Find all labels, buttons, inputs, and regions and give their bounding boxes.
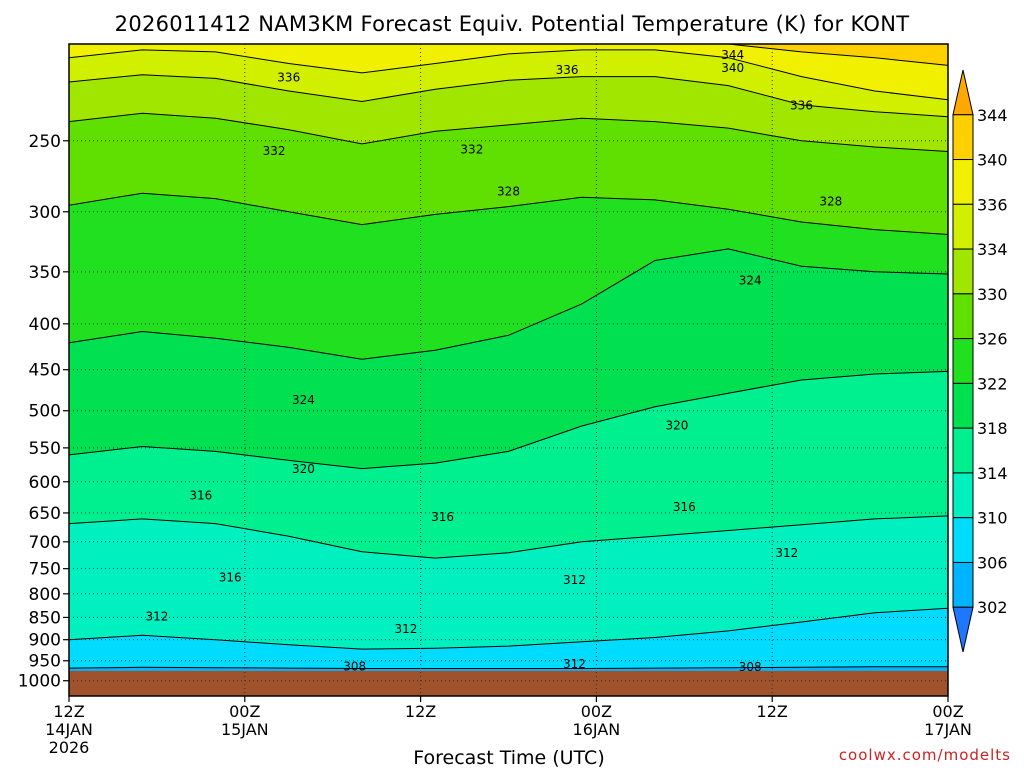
y-tick-label: 550 bbox=[29, 439, 61, 459]
x-tick-label: 00Z bbox=[932, 702, 963, 721]
y-tick-label: 1000 bbox=[18, 672, 61, 692]
x-tick-label: 00Z bbox=[229, 702, 260, 721]
contour-label: 316 bbox=[673, 500, 696, 514]
y-tick-label: 450 bbox=[29, 361, 61, 381]
colorbar-segment bbox=[952, 159, 974, 205]
contour-label: 308 bbox=[739, 660, 762, 674]
y-tick-label: 400 bbox=[29, 315, 61, 335]
chart-title: 2026011412 NAM3KM Forecast Equiv. Potent… bbox=[115, 12, 910, 36]
contour-label: 336 bbox=[556, 63, 579, 77]
contour-label: 312 bbox=[145, 610, 168, 624]
x-tick-label: 12Z bbox=[757, 702, 788, 721]
contour-label: 344 bbox=[721, 48, 744, 62]
x-tick-label: 17JAN bbox=[924, 720, 972, 739]
colorbar-segment bbox=[952, 338, 974, 384]
contour-label: 328 bbox=[819, 194, 842, 208]
contour-label: 312 bbox=[563, 573, 586, 587]
contour-label: 328 bbox=[497, 185, 520, 199]
x-tick-label: 14JAN bbox=[45, 720, 93, 739]
x-tick-label: 15JAN bbox=[221, 720, 269, 739]
colorbar-label: 330 bbox=[977, 285, 1008, 304]
y-axis-ticks: 250 300 350 400 450 500 550 600 650 700 750 800 850 9… bbox=[18, 132, 69, 692]
contour-line bbox=[68, 370, 949, 470]
colorbar-segment bbox=[952, 472, 974, 519]
colorbar-label: 326 bbox=[977, 330, 1008, 349]
colorbar-label: 340 bbox=[977, 151, 1008, 170]
contour-label: 340 bbox=[721, 61, 744, 75]
contour-label: 320 bbox=[292, 462, 315, 476]
contour-line bbox=[68, 666, 948, 669]
y-tick-label: 900 bbox=[29, 631, 61, 651]
colorbar-label: 310 bbox=[977, 509, 1008, 528]
colorbar-segment bbox=[952, 69, 974, 116]
colorbar-label: 302 bbox=[977, 598, 1008, 617]
contour-label: 316 bbox=[431, 510, 454, 524]
contour-label: 316 bbox=[189, 488, 212, 502]
contour-line bbox=[68, 515, 949, 559]
x-tick-label: 12Z bbox=[405, 702, 436, 721]
contour-label: 336 bbox=[277, 70, 300, 84]
y-tick-label: 600 bbox=[29, 473, 61, 493]
x-tick-label: 00Z bbox=[581, 702, 612, 721]
colorbar-segment bbox=[952, 606, 974, 653]
contour-label: 312 bbox=[775, 546, 798, 560]
y-tick-label: 500 bbox=[29, 402, 61, 422]
y-tick-label: 800 bbox=[29, 585, 61, 605]
x-tick-label: 12Z bbox=[53, 702, 84, 721]
contour-line bbox=[68, 248, 949, 360]
contour-label: 324 bbox=[292, 393, 315, 407]
contour-label: 336 bbox=[790, 99, 813, 113]
y-tick-label: 700 bbox=[29, 533, 61, 553]
contour-label: 312 bbox=[563, 657, 586, 671]
x-axis-label: Forecast Time (UTC) bbox=[413, 747, 604, 768]
y-tick-label: 750 bbox=[29, 560, 61, 580]
contour-label: 332 bbox=[460, 143, 483, 157]
colorbar-label: 314 bbox=[977, 464, 1008, 483]
colorbar-segment bbox=[952, 293, 974, 340]
colorbar-segment bbox=[952, 114, 974, 161]
colorbar-segment bbox=[952, 517, 974, 563]
y-tick-label: 250 bbox=[29, 132, 61, 152]
colorbar-segment bbox=[952, 427, 974, 474]
y-tick-label: 350 bbox=[29, 263, 61, 283]
contour-label: 308 bbox=[343, 659, 366, 673]
colorbar-label: 344 bbox=[977, 106, 1008, 125]
y-tick-label: 650 bbox=[29, 504, 61, 524]
band-fill bbox=[69, 44, 948, 100]
contour-line bbox=[68, 74, 949, 118]
colorbar-segment bbox=[952, 248, 974, 295]
band-fill bbox=[69, 44, 948, 66]
colorbar-label: 322 bbox=[977, 374, 1008, 393]
colorbar-label: 318 bbox=[977, 419, 1008, 438]
colorbar-label: 334 bbox=[977, 240, 1008, 259]
colorbar-segment bbox=[952, 203, 974, 250]
contour-line bbox=[68, 607, 949, 650]
contour-line bbox=[68, 192, 949, 235]
colorbar-label: 306 bbox=[977, 553, 1008, 572]
contour-line bbox=[68, 49, 949, 101]
colorbar-segment bbox=[952, 382, 974, 429]
x-tick-label: 2026 bbox=[49, 738, 90, 757]
contour-label: 324 bbox=[739, 274, 762, 288]
x-tick-label: 16JAN bbox=[573, 720, 621, 739]
contour-label: 316 bbox=[219, 570, 242, 584]
contour-label: 320 bbox=[666, 418, 689, 432]
colorbar: 302 306 310 314 318 322 326 330 334 336 340 344 bbox=[952, 69, 1008, 653]
contour-label: 332 bbox=[263, 144, 286, 158]
credit-text: coolwx.com/modelts bbox=[839, 746, 1011, 764]
colorbar-label: 336 bbox=[977, 195, 1008, 214]
y-tick-label: 850 bbox=[29, 608, 61, 628]
y-tick-label: 950 bbox=[29, 652, 61, 672]
ground-surface bbox=[69, 670, 948, 696]
y-tick-label: 300 bbox=[29, 203, 61, 223]
colorbar-segment bbox=[952, 561, 974, 608]
contour-label: 312 bbox=[394, 622, 417, 636]
